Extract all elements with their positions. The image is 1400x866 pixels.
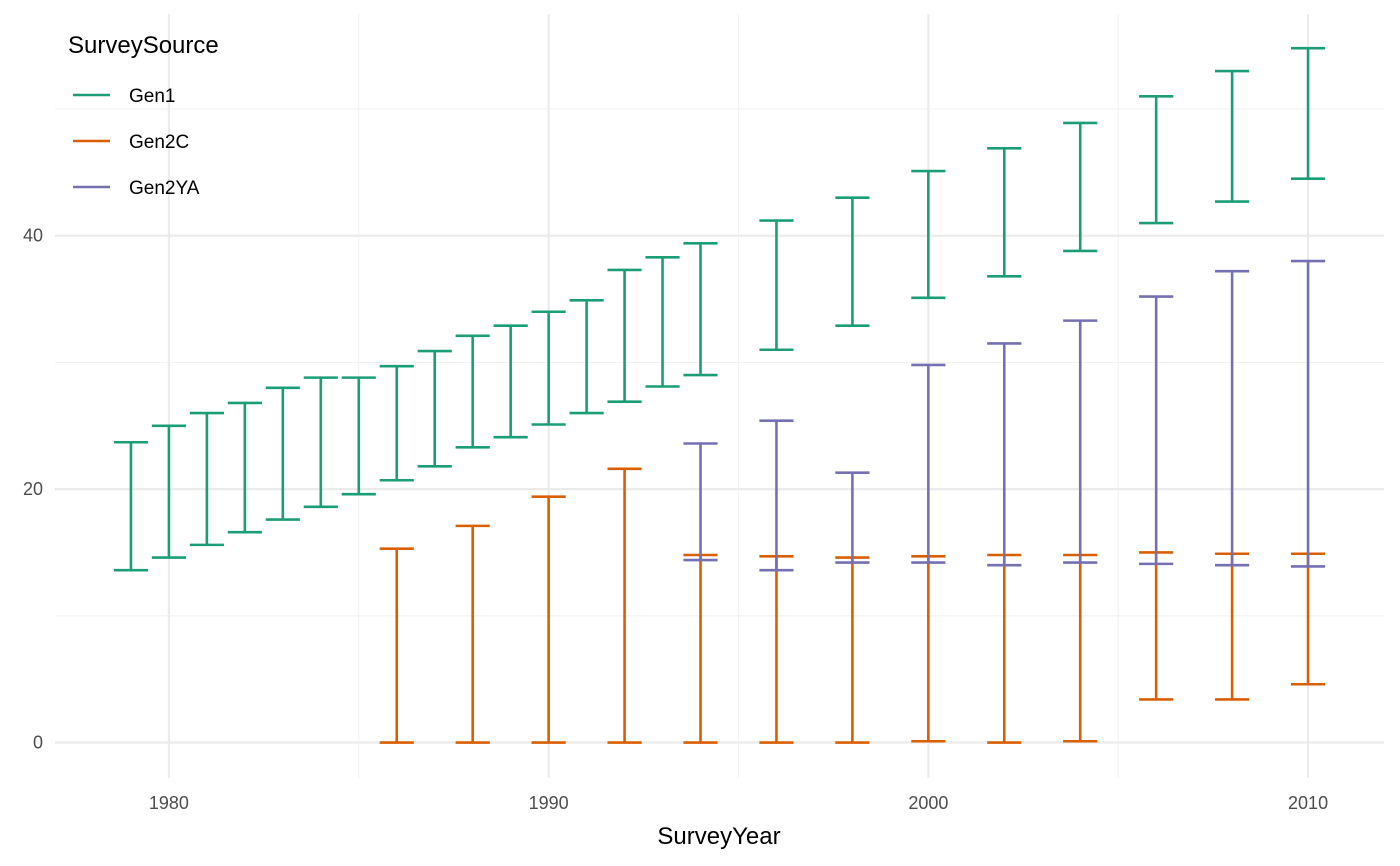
error-bar [1290, 46, 1326, 181]
error-bar [1215, 69, 1250, 203]
series-gen2ya [683, 259, 1326, 572]
error-bar [189, 411, 224, 547]
error-bar [759, 554, 794, 744]
error-bar [1215, 269, 1250, 567]
error-bar [379, 364, 414, 482]
error-bar [1290, 552, 1326, 686]
legend-item-gen2c: Gen2C [73, 132, 189, 153]
legend: SurveySource Gen1 Gen2C Gen2YA [68, 32, 219, 199]
y-tick-label: 20 [23, 479, 43, 499]
major-gridlines [55, 14, 1384, 778]
error-bar [683, 553, 718, 744]
error-bar [151, 424, 187, 559]
legend-items: Gen1 Gen2C Gen2YA [73, 86, 200, 199]
error-bar [759, 219, 794, 352]
y-tick-label: 0 [33, 733, 43, 753]
series-gen1 [113, 46, 1326, 572]
error-bar [911, 169, 946, 300]
error-bar [683, 242, 718, 377]
error-bar [341, 376, 376, 496]
x-axis-tick-labels: 1980 1990 2000 2010 [149, 793, 1328, 813]
y-tick-label: 40 [23, 226, 43, 246]
error-bar [987, 553, 1022, 744]
legend-label: Gen1 [129, 86, 175, 107]
error-bar [1139, 95, 1174, 225]
error-bar [607, 268, 642, 404]
x-tick-label: 2010 [1288, 793, 1328, 813]
legend-item-gen1: Gen1 [73, 86, 175, 107]
error-bar [1215, 552, 1250, 701]
error-bar [455, 524, 490, 744]
error-bar [1290, 259, 1326, 568]
error-bar [303, 376, 338, 509]
error-bar [113, 440, 149, 572]
error-bar [1139, 295, 1174, 566]
error-bar [1063, 121, 1098, 253]
x-axis-title: SurveyYear [657, 823, 780, 850]
error-bar [911, 363, 946, 564]
error-bar [1063, 553, 1098, 743]
error-bar [569, 299, 604, 415]
error-bar [531, 495, 566, 744]
error-bar [227, 401, 262, 534]
error-bar [645, 255, 680, 388]
error-bar [835, 556, 870, 744]
legend-title: SurveySource [68, 32, 219, 59]
x-tick-label: 1980 [149, 793, 189, 813]
error-bars [113, 46, 1326, 744]
error-bar [1063, 319, 1098, 564]
error-bar [683, 442, 718, 562]
error-bar [911, 554, 946, 743]
error-bar [835, 471, 870, 564]
error-bar [759, 419, 794, 572]
error-bar [987, 147, 1022, 278]
error-bar [455, 334, 490, 449]
legend-label: Gen2YA [129, 178, 200, 199]
x-tick-label: 1990 [529, 793, 569, 813]
error-bar [379, 547, 414, 744]
error-bar [417, 349, 452, 468]
error-bar [265, 386, 300, 521]
error-bar [987, 342, 1022, 567]
error-bar [835, 196, 870, 327]
minor-gridlines [55, 14, 1384, 778]
error-bar [1139, 551, 1174, 701]
y-axis-tick-labels: 0 20 40 [23, 226, 43, 753]
error-bar [493, 324, 528, 439]
error-bar [607, 467, 642, 744]
x-tick-label: 2000 [908, 793, 948, 813]
legend-item-gen2ya: Gen2YA [73, 178, 200, 199]
error-bar [531, 310, 566, 426]
legend-label: Gen2C [129, 132, 189, 153]
